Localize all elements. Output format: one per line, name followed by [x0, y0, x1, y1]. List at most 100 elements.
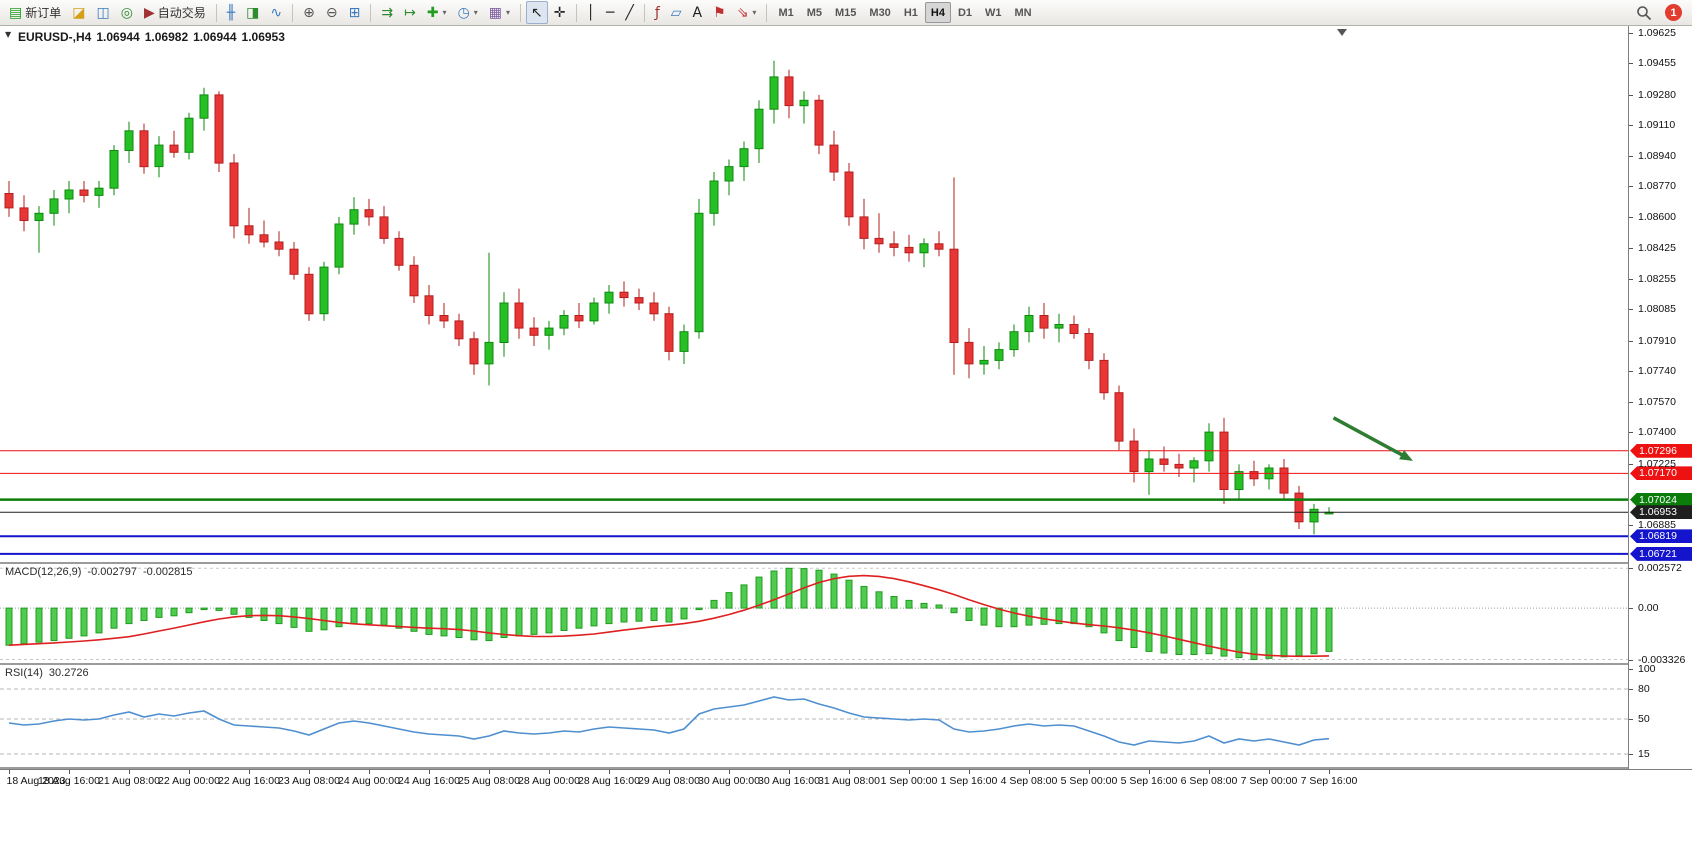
timeframe-H4[interactable]: H4 — [924, 2, 951, 23]
close-value: 1.06953 — [241, 30, 285, 44]
candle — [364, 209, 374, 218]
macd-canvas[interactable] — [0, 564, 1628, 663]
candle — [679, 331, 689, 352]
templates-button[interactable]: ▦ ▾ — [484, 1, 515, 24]
axis-tick-label: 1.07570 — [1638, 395, 1676, 408]
axis-tickmark — [1629, 719, 1633, 720]
panel-splitter[interactable] — [0, 562, 1692, 564]
time-tickmark — [429, 770, 430, 774]
panel-splitter[interactable] — [0, 663, 1692, 665]
rsi-canvas[interactable] — [0, 665, 1628, 767]
low-value: 1.06944 — [193, 30, 237, 44]
vertical-line-button[interactable]: │ — [582, 1, 600, 24]
arrows-button[interactable]: ⇘ ▾ — [732, 1, 762, 24]
chart-shift-button[interactable]: ↦ — [399, 1, 421, 24]
charts-menu-button[interactable]: ◪ — [67, 1, 90, 24]
candle — [439, 315, 449, 322]
navigator-icon: ◎ — [120, 4, 133, 21]
time-axis-label: 4 Sep 08:00 — [1000, 775, 1058, 787]
axis-tickmark — [1629, 524, 1633, 526]
toolbar-separator — [575, 3, 577, 22]
periods-button[interactable]: ◷ ▾ — [453, 1, 483, 24]
candle — [649, 302, 659, 315]
arrow-annotation[interactable] — [1332, 416, 1414, 461]
text-button[interactable]: A — [688, 1, 708, 24]
search-button[interactable] — [1631, 1, 1657, 24]
price-chart-canvas[interactable] — [0, 26, 1628, 562]
macd-panel[interactable]: MACD(12,26,9) -0.002797 -0.002815 — [0, 564, 1628, 663]
axis-tick-label: 1.07225 — [1638, 457, 1676, 470]
candle — [784, 76, 794, 107]
candle — [1069, 324, 1079, 334]
time-tickmark — [69, 770, 70, 774]
candle — [169, 144, 179, 153]
new-order-button-label: 新订单 — [25, 6, 62, 20]
time-tickmark — [789, 770, 790, 774]
auto-trading-button[interactable]: ▶ 自动交易 — [139, 1, 211, 24]
time-tickmark — [609, 770, 610, 774]
candle — [889, 243, 899, 248]
time-axis-label: 18 Aug 2023 — [6, 775, 66, 787]
chevron-down-icon: ▾ — [752, 8, 757, 17]
timeframe-M5[interactable]: M5 — [806, 6, 822, 19]
timeframe-M1[interactable]: M1 — [778, 6, 794, 19]
candle — [664, 313, 674, 352]
rsi-panel[interactable]: RSI(14) 30.2726 — [0, 665, 1628, 767]
notification-badge[interactable]: 1 — [1665, 4, 1682, 21]
market-watch-button[interactable]: ◫ — [91, 1, 114, 24]
macd-label: MACD(12,26,9) -0.002797 -0.002815 — [5, 566, 199, 578]
shapes-button[interactable]: ▱ — [666, 1, 687, 24]
crosshair-button[interactable]: ✛ — [549, 1, 571, 24]
timeframe-D1[interactable]: D1 — [957, 6, 972, 19]
timeframe-H1[interactable]: H1 — [903, 6, 918, 19]
indicators-icon: ✚ — [426, 4, 439, 21]
indicators-button[interactable]: ✚ ▾ — [422, 1, 452, 24]
zoom-out-icon: ⊖ — [325, 4, 338, 21]
fibonacci-button[interactable]: ƒ — [650, 1, 665, 24]
chart-shift-marker[interactable] — [1337, 29, 1347, 36]
trendline-icon: ╱ — [625, 4, 634, 21]
horizontal-line-button[interactable]: ─ — [601, 1, 619, 24]
candle — [1159, 458, 1169, 465]
panel-splitter[interactable] — [0, 767, 1692, 769]
one-click-trading-toggle[interactable]: ▼ — [5, 30, 12, 39]
cursor-button[interactable]: ↖ — [526, 1, 548, 24]
time-tickmark — [969, 770, 970, 774]
new-order-button[interactable]: ▤ 新订单 — [4, 1, 66, 24]
candle — [1099, 359, 1109, 394]
time-axis-label: 24 Aug 00:00 — [338, 775, 400, 787]
candle — [979, 359, 989, 365]
zoom-out-button[interactable]: ⊖ — [321, 1, 343, 24]
time-axis-label: 21 Aug 08:00 — [98, 775, 160, 787]
candle — [604, 291, 614, 304]
time-tickmark — [1029, 770, 1030, 774]
axis-tickmark — [1629, 669, 1633, 670]
axis-tickmark — [1629, 278, 1633, 280]
price-chart-panel[interactable]: ▼ EURUSD-,H4 1.06944 1.06982 1.06944 1.06953 — [0, 26, 1628, 562]
time-axis-label: 7 Sep 00:00 — [1240, 775, 1298, 787]
timeframe-W1[interactable]: W1 — [985, 6, 1002, 19]
candles — [4, 60, 1334, 535]
trendline-button[interactable]: ╱ — [620, 1, 638, 24]
candlestick-chart-button[interactable]: ◨ — [241, 1, 264, 24]
symbol-period-label: EURUSD-,H4 — [18, 30, 92, 44]
candle — [349, 209, 359, 225]
axis-tick-label: 1.08425 — [1638, 242, 1676, 255]
price-tag: 1.06953 — [1630, 505, 1692, 520]
time-tickmark — [909, 770, 910, 774]
zoom-in-button[interactable]: ⊕ — [298, 1, 320, 24]
timeframe-MN[interactable]: MN — [1014, 6, 1032, 19]
price-axis[interactable]: 1.07296 1.07170 1.07024 1.06953 1.06819 1.067… — [1628, 26, 1692, 769]
time-axis-label: 1 Sep 00:00 — [880, 775, 938, 787]
time-axis[interactable]: 18 Aug 2023 18 Aug 16:00 21 Aug 08:00 22 Au… — [0, 769, 1692, 790]
timeframe-M15[interactable]: M15 — [835, 6, 857, 19]
timeframe-M30[interactable]: M30 — [869, 6, 891, 19]
candle — [814, 99, 824, 146]
auto-scroll-button[interactable]: ⇉ — [376, 1, 398, 24]
navigator-button[interactable]: ◎ — [116, 1, 138, 24]
bar-chart-button[interactable]: ╫ — [222, 1, 240, 24]
label-button[interactable]: ⚑ — [708, 1, 731, 24]
candle — [1174, 463, 1184, 469]
line-chart-button[interactable]: ∿ — [265, 1, 287, 24]
tile-windows-button[interactable]: ⊞ — [344, 1, 366, 24]
